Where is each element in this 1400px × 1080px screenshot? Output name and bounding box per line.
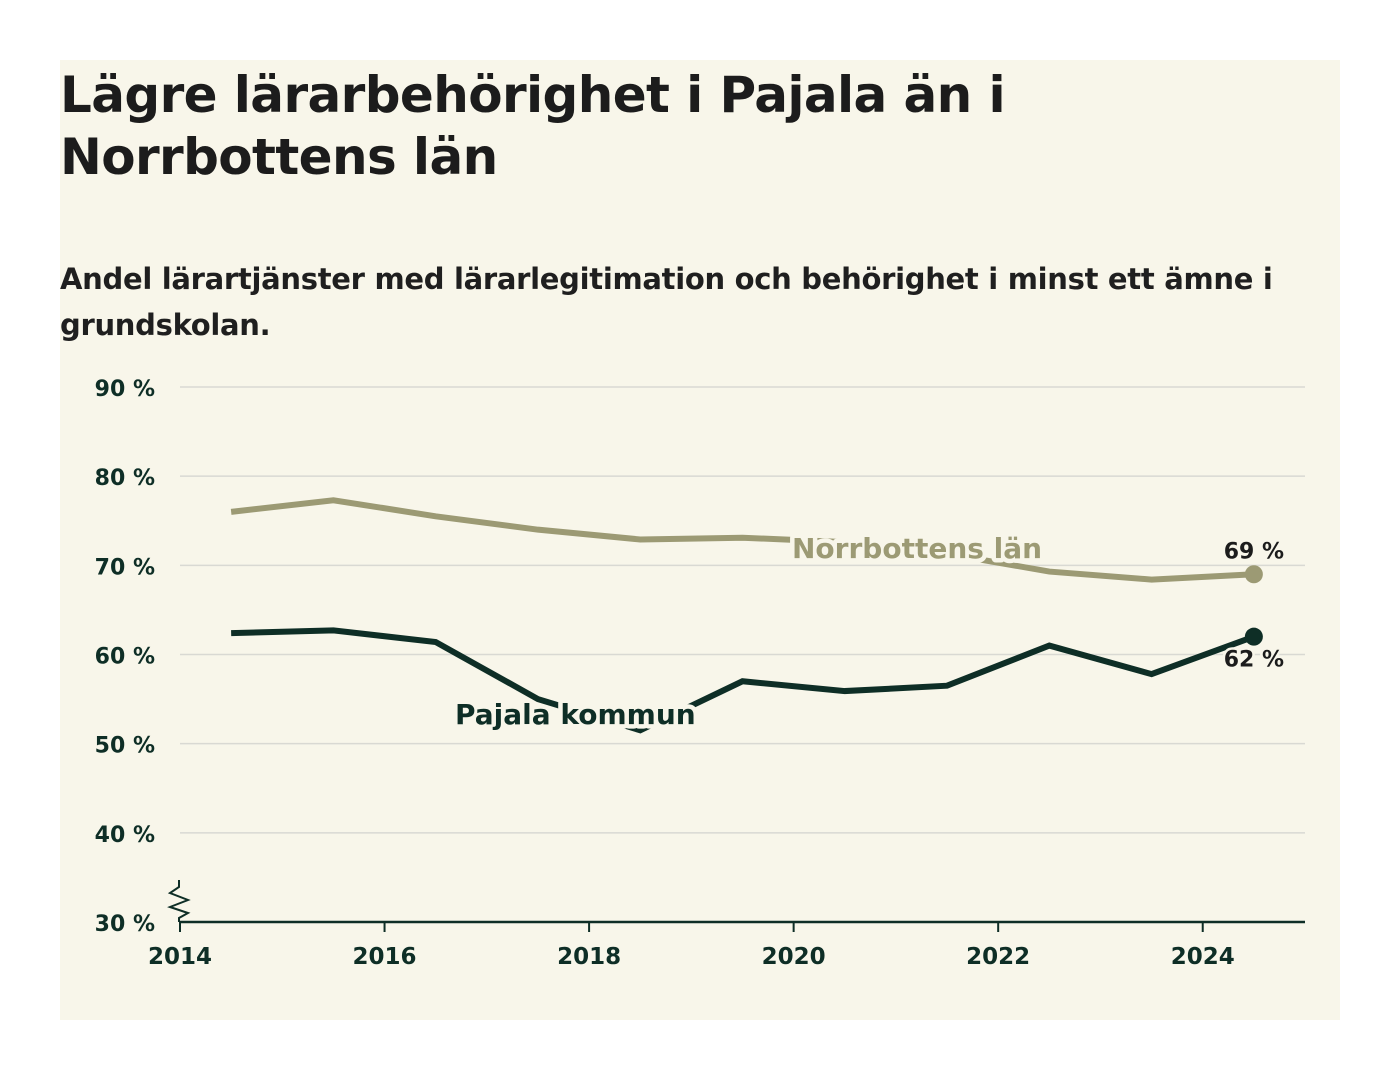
- y-tick-label: 80 %: [95, 466, 155, 491]
- series-label-pajala-kommun: Pajala kommun: [455, 698, 696, 731]
- y-tick-label: 60 %: [95, 645, 155, 670]
- series-line-pajala-kommun-end-marker: [1244, 627, 1263, 646]
- x-tick-label: 2016: [353, 944, 417, 970]
- y-tick-label: 70 %: [95, 555, 155, 580]
- series-line-norrbottens-lan-end-marker: [1244, 565, 1263, 584]
- y-tick-label: 40 %: [95, 823, 155, 848]
- chart-title: Lägre lärarbehörighet i Pajala än i Norr…: [60, 66, 1006, 186]
- series-line-norrbottens-lan: [230, 497, 1255, 583]
- chart-subtitle: Andel lärartjänster med lärarlegitimatio…: [60, 262, 1273, 342]
- chart-card: Lägre lärarbehörighet i Pajala än i Norr…: [60, 60, 1340, 1020]
- series-label-norrbottens-lan: Norrbottens län: [792, 532, 1042, 565]
- y-tick-label: 50 %: [95, 734, 155, 759]
- x-tick-label: 2020: [762, 944, 826, 970]
- x-tick-label: 2018: [557, 944, 621, 970]
- end-label-norrbottens-lan: 69 %: [1224, 539, 1284, 564]
- y-tick-label: 30 %: [95, 912, 155, 937]
- x-tick-label: 2022: [966, 944, 1030, 970]
- axis-break-icon: [167, 880, 191, 922]
- x-tick-label: 2014: [148, 944, 212, 970]
- series-line-pajala-kommun: [231, 627, 1255, 734]
- end-label-pajala-kommun: 62 %: [1224, 648, 1284, 673]
- y-tick-label: 90 %: [95, 377, 155, 402]
- x-tick-label: 2024: [1171, 944, 1235, 970]
